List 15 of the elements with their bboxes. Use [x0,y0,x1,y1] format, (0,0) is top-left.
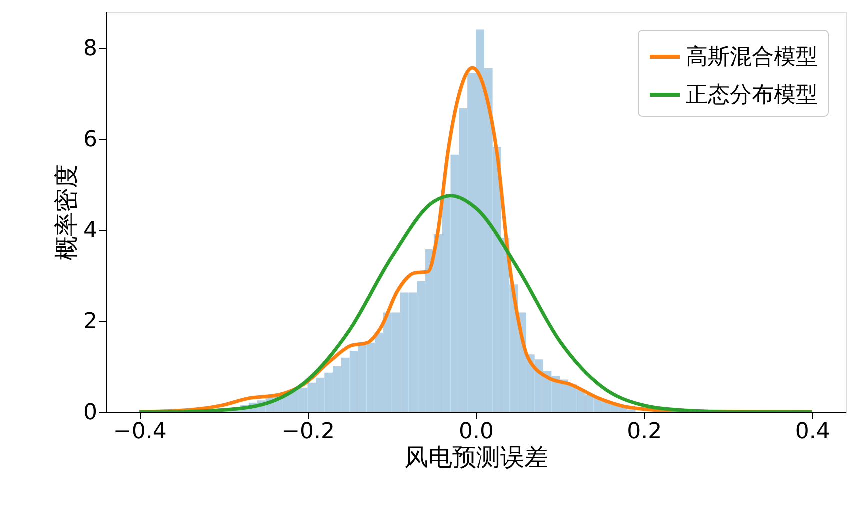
legend-label: 正态分布模型 [686,83,818,108]
y-tick-label: 8 [84,36,98,62]
x-tick-label: −0.4 [113,420,167,444]
x-axis-title: 风电预测误差 [404,444,548,472]
x-tick-label: 0.4 [795,420,830,444]
x-tick-label: 0.2 [627,420,662,444]
y-tick-label: 2 [84,309,98,334]
legend-label: 高斯混合模型 [686,45,818,70]
x-tick-label: 0.0 [459,420,494,444]
x-tick-label: −0.2 [282,420,336,444]
y-tick-label: 0 [84,400,98,426]
y-tick-label: 6 [84,127,98,152]
y-axis-title: 概率密度 [52,164,81,260]
y-tick-label: 4 [84,218,98,244]
line-series [138,194,814,412]
